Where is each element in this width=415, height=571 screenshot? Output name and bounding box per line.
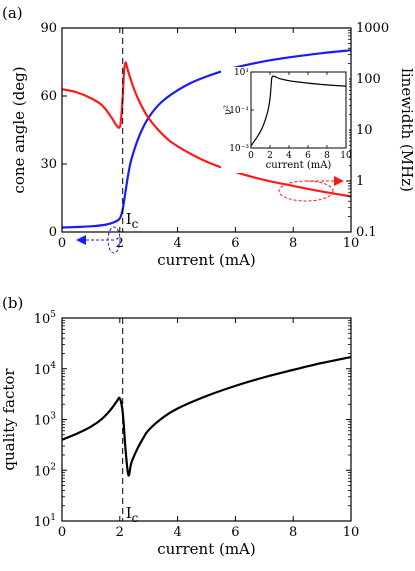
- panel-a-xlabel: current (mA): [157, 251, 256, 269]
- inset-chart: 0 2 4 6 8 10 10⁻³ 10⁻¹ 10¹ current (mA) ν²: [221, 67, 352, 173]
- red-axis-indicator: [278, 176, 344, 202]
- blue-axis-indicator: [76, 226, 121, 254]
- threshold-label-a: Ic: [126, 210, 139, 231]
- panel-b-frame: [61, 317, 352, 522]
- y2-tick-label: 1: [356, 174, 364, 189]
- inset-ylabel: ν²: [223, 105, 234, 115]
- inset-xticks: 0 2 4 6 8 10: [248, 72, 352, 161]
- panel-b-xlabel: current (mA): [157, 540, 256, 558]
- x-tick-label: 2: [116, 525, 124, 540]
- panel-b-xticks: 0 2 4 6 8 10: [58, 318, 359, 540]
- y2-tick-label: 10: [356, 123, 373, 138]
- panel-a-yticks: 0 30 60 90: [40, 21, 67, 240]
- inset-yticks: 10⁻³ 10⁻¹ 10¹: [229, 68, 254, 154]
- panel-b-label: (b): [2, 294, 23, 312]
- panel-a-ylabel: cone angle (deg): [10, 66, 28, 193]
- threshold-label-b: Ic: [126, 504, 139, 525]
- inset-x-tick-label: 10: [340, 151, 352, 161]
- x-tick-label: 8: [289, 525, 297, 540]
- x-tick-label: 6: [231, 525, 239, 540]
- x-tick-label: 10: [343, 525, 360, 540]
- y2-tick-label: 0.1: [356, 225, 377, 240]
- inset-x-tick-label: 4: [286, 151, 292, 161]
- y-tick-label: 101: [34, 513, 56, 530]
- y-tick-label: 0: [49, 225, 57, 240]
- inset-series-group: [250, 75, 347, 147]
- y-tick-label: 30: [40, 157, 57, 172]
- panel-b-series-group: [61, 355, 352, 477]
- series-line-quality-factor: [61, 355, 352, 477]
- y-tick-label: 103: [34, 412, 57, 429]
- panel-b-yticks: 101 102 103 104 105: [34, 310, 351, 530]
- inset-x-tick-label: 8: [324, 151, 330, 161]
- inset-x-tick-label: 6: [305, 151, 311, 161]
- x-tick-label: 0: [58, 525, 66, 540]
- inset-xlabel: current (mA): [266, 160, 332, 171]
- x-tick-label: 6: [231, 236, 239, 251]
- panel-b-ylabel: quality factor: [0, 368, 18, 471]
- panel-a-label: (a): [2, 4, 23, 22]
- inset-y-tick-label: 10⁻¹: [229, 106, 249, 116]
- panel-a-y2label: linewidth (MHz): [398, 68, 415, 192]
- inset-x-tick-label: 0: [248, 151, 254, 161]
- x-tick-label: 8: [289, 236, 297, 251]
- y2-tick-label: 100: [356, 72, 381, 87]
- panel-a-y2ticks: 0.1 1 10 100 1000: [346, 21, 389, 240]
- y-tick-label: 102: [34, 462, 56, 479]
- panel-b: (b) 0 2 4 6 8 10 101 102 103 104 105 Ic current (…: [0, 294, 359, 558]
- x-tick-label: 10: [343, 236, 360, 251]
- inset-x-tick-label: 2: [267, 151, 273, 161]
- inset-series-line: [250, 75, 347, 147]
- inset-y-tick-label: 10⁻³: [229, 144, 249, 154]
- panel-a-xticks: 0 2 4 6 8 10: [58, 28, 359, 251]
- y-tick-label: 105: [34, 310, 57, 327]
- x-tick-label: 0: [58, 236, 66, 251]
- y-tick-label: 90: [40, 21, 57, 36]
- series-line-cone-angle: [61, 49, 352, 229]
- x-tick-label: 4: [173, 236, 181, 251]
- x-tick-label: 2: [116, 236, 124, 251]
- y-tick-label: 60: [40, 89, 57, 104]
- inset-y-tick-label: 10¹: [234, 68, 249, 78]
- y-tick-label: 104: [34, 361, 57, 378]
- x-tick-label: 4: [173, 525, 181, 540]
- y2-tick-label: 1000: [356, 21, 389, 36]
